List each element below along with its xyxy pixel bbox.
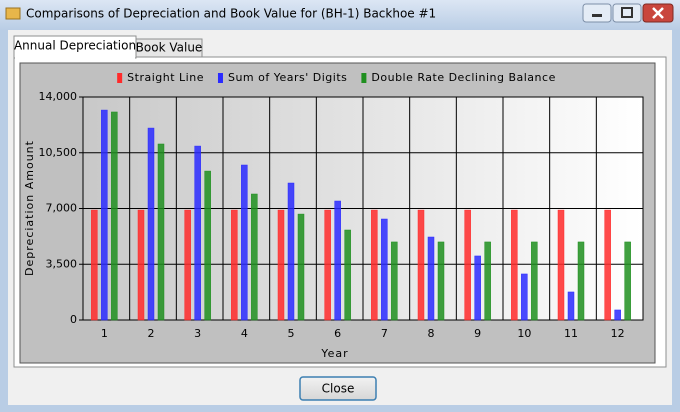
y-tick-label: 0: [70, 313, 77, 326]
close-icon: [652, 7, 664, 19]
x-axis-label: Year: [320, 347, 348, 360]
bar: [391, 241, 398, 321]
bar: [577, 241, 585, 321]
x-tick-label: 5: [288, 327, 295, 340]
bar: [137, 209, 145, 321]
close-button-label: Close: [322, 382, 355, 396]
legend-label: Sum of Years' Digits: [228, 71, 347, 84]
tab-label: Book Value: [136, 41, 203, 55]
bar: [344, 229, 351, 321]
bar: [371, 209, 378, 321]
x-tick-label: 7: [381, 327, 388, 340]
bar: [111, 111, 118, 321]
bar: [614, 309, 621, 321]
maximize-button[interactable]: [612, 3, 642, 23]
bar: [324, 209, 331, 321]
window-icon: [5, 7, 21, 20]
x-tick-label: 9: [474, 327, 481, 340]
x-tick-label: 1: [101, 327, 108, 340]
y-tick-label: 10,500: [39, 146, 78, 159]
close-button[interactable]: [299, 376, 377, 401]
title-bar: [0, 0, 680, 30]
minimize-button[interactable]: [582, 3, 612, 23]
bar: [464, 209, 471, 321]
x-tick-label: 12: [611, 327, 625, 340]
bar: [604, 209, 611, 321]
x-tick-label: 4: [241, 327, 248, 340]
x-tick-label: 8: [428, 327, 435, 340]
minimize-icon: [592, 14, 602, 17]
bar: [231, 209, 238, 321]
x-tick-label: 3: [194, 327, 201, 340]
bar: [521, 273, 528, 321]
bar: [557, 209, 565, 321]
x-tick-label: 2: [148, 327, 155, 340]
bar: [204, 170, 211, 321]
bar: [484, 241, 491, 321]
bar: [567, 291, 575, 321]
y-tick-label: 3,500: [46, 257, 78, 270]
maximize-icon: [621, 7, 633, 18]
bar: [251, 193, 258, 321]
bar: [297, 213, 305, 321]
window-title: Comparisons of Depreciation and Book Val…: [26, 7, 436, 21]
x-tick-label: 10: [517, 327, 531, 340]
legend-swatch: [361, 73, 367, 83]
legend-swatch: [117, 73, 123, 83]
y-tick-label: 14,000: [39, 90, 78, 103]
bar: [511, 209, 518, 321]
tab[interactable]: [135, 38, 203, 58]
tab-join: [15, 56, 135, 59]
bar: [241, 164, 248, 321]
y-axis-label: Depreciation Amount: [23, 140, 36, 276]
bar: [334, 200, 341, 321]
bar: [101, 109, 108, 321]
tab-label: Annual Depreciation: [14, 39, 136, 53]
bar: [91, 209, 98, 321]
bar: [427, 236, 435, 321]
bar: [184, 209, 191, 321]
bar: [287, 182, 295, 321]
x-tick-label: 11: [564, 327, 578, 340]
bar: [194, 145, 201, 321]
bar: [437, 241, 445, 321]
bar: [624, 241, 631, 321]
bar: [277, 209, 285, 321]
bar: [531, 241, 538, 321]
bar: [417, 209, 425, 321]
bar: [147, 127, 155, 321]
legend-label: Double Rate Declining Balance: [371, 71, 555, 84]
y-tick-label: 7,000: [46, 202, 78, 215]
bar: [474, 255, 481, 321]
x-tick-label: 6: [334, 327, 341, 340]
legend-label: Straight Line: [127, 71, 204, 84]
bar: [381, 218, 388, 321]
legend-swatch: [217, 73, 223, 83]
bar: [157, 143, 165, 321]
